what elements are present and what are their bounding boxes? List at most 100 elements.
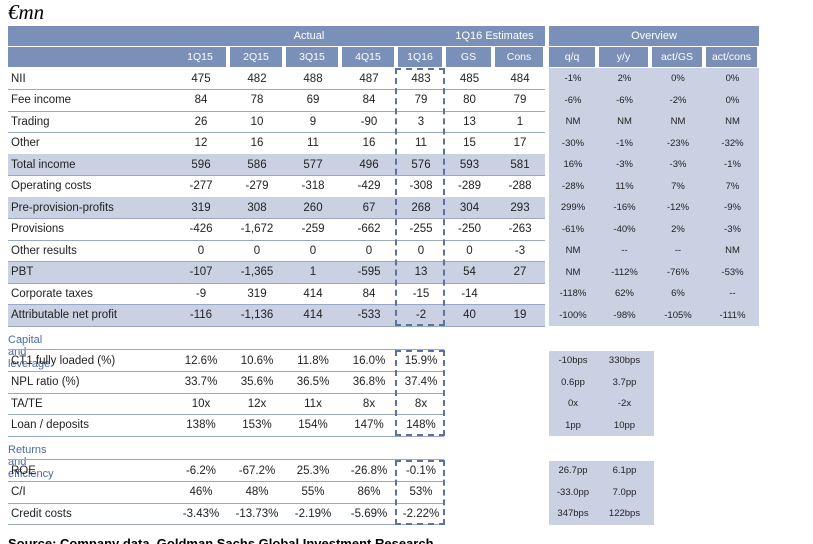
value-cell: -116 bbox=[189, 309, 213, 322]
overview-cell: NM bbox=[565, 245, 581, 257]
value-cell: 46% bbox=[189, 486, 213, 499]
row-label: TA/TE bbox=[11, 397, 43, 410]
overview-cell: -1% bbox=[564, 73, 582, 85]
overview-cell: -6% bbox=[564, 94, 582, 106]
table-row: Corporate taxes -9 319 414 84 -15 -14 bbox=[8, 283, 545, 305]
value-cell: 36.8% bbox=[352, 376, 386, 389]
row-label: Other results bbox=[11, 244, 77, 257]
value-cell: 35.6% bbox=[240, 376, 274, 389]
overview-cell: 0.6pp bbox=[561, 376, 585, 388]
value-cell: 16.0% bbox=[352, 354, 386, 367]
overview-row: 299% -16% -12% -9% bbox=[549, 197, 759, 219]
table-row: Total income 596 586 577 496 576 593 581 bbox=[8, 154, 545, 176]
value-cell: -0.1% bbox=[405, 464, 437, 477]
value-cell: 78 bbox=[250, 94, 264, 107]
value-cell: 577 bbox=[303, 158, 323, 171]
value-cell: -67.2% bbox=[238, 464, 276, 477]
value-cell: 596 bbox=[191, 158, 211, 171]
overview-cell: NM bbox=[565, 266, 581, 278]
table-row: CT1 fully loaded (%) 12.6% 10.6% 11.8% 16.0%… bbox=[8, 350, 444, 372]
overview-cell: 16% bbox=[563, 159, 583, 171]
value-cell: -9 bbox=[195, 287, 207, 300]
value-cell: 84 bbox=[362, 94, 376, 107]
value-cell: -26.8% bbox=[350, 464, 388, 477]
value-cell: 485 bbox=[459, 72, 480, 85]
row-label: Corporate taxes bbox=[11, 287, 93, 300]
value-cell: 138% bbox=[186, 419, 216, 432]
overview-row: NM -112% -76% -53% bbox=[549, 262, 759, 284]
overview-cell: 7.0pp bbox=[612, 486, 637, 498]
value-cell: -426 bbox=[189, 223, 213, 236]
overview-row: -1% 2% 0% 0% bbox=[549, 68, 759, 90]
value-cell: -288 bbox=[508, 180, 532, 193]
value-cell: 153% bbox=[242, 419, 272, 432]
value-cell: -277 bbox=[189, 180, 213, 193]
table-row: Other results 0 0 0 0 0 0 -3 bbox=[8, 240, 545, 262]
value-cell: 487 bbox=[359, 72, 379, 85]
overview-row: -10bps 330bps bbox=[549, 350, 659, 372]
row-divider bbox=[8, 175, 545, 176]
row-divider bbox=[8, 110, 545, 112]
table-row: Trading 26 10 9 -90 3 13 1 bbox=[8, 111, 545, 133]
value-cell: 414 bbox=[303, 309, 323, 322]
value-cell: 12x bbox=[247, 397, 267, 410]
value-cell: 475 bbox=[191, 72, 211, 85]
row-label: Trading bbox=[11, 115, 50, 128]
table-row: Provisions -426 -1,672 -259 -662 -255 -250 -263 bbox=[8, 219, 545, 241]
row-divider bbox=[8, 282, 545, 284]
value-cell: 79 bbox=[414, 94, 428, 107]
overview-cell: -3% bbox=[724, 223, 741, 235]
row-divider bbox=[8, 132, 545, 133]
value-cell: 482 bbox=[247, 72, 267, 85]
overview-cell: 330bps bbox=[608, 355, 641, 367]
overview-row: 1pp 10pp bbox=[549, 415, 659, 437]
table-row: PBT -107 -1,365 1 -595 13 54 27 bbox=[8, 261, 545, 283]
overview-row: -6% -6% -2% 0% bbox=[549, 90, 759, 112]
highlight-1q16-box bbox=[395, 68, 445, 326]
overview-cell: -30% bbox=[561, 137, 585, 149]
row-label: Loan / deposits bbox=[11, 419, 90, 432]
column-header-4q15: 4Q15 bbox=[342, 47, 395, 67]
value-cell: -318 bbox=[301, 180, 325, 193]
value-cell: 0 bbox=[365, 244, 373, 257]
overview-cell: -98% bbox=[613, 309, 636, 321]
overview-cell: -2x bbox=[617, 398, 632, 410]
overview-cell: -6% bbox=[616, 94, 633, 106]
value-cell: -429 bbox=[357, 180, 381, 193]
header-column-row: 1Q15 2Q15 3Q15 4Q15 1Q16 GS Cons q/q y/y act/GS ac… bbox=[8, 47, 760, 67]
header-label-blank bbox=[8, 26, 174, 46]
value-cell: 0 bbox=[466, 244, 473, 257]
column-header-act-gs: act/GS bbox=[652, 47, 703, 67]
overview-cell: -111% bbox=[719, 309, 746, 321]
value-cell: -250 bbox=[457, 223, 482, 236]
overview-cell: -105% bbox=[664, 309, 692, 321]
row-label: Other bbox=[11, 137, 40, 150]
overview-cell: 0% bbox=[725, 73, 740, 85]
value-cell: -1,672 bbox=[240, 223, 274, 236]
row-label: NII bbox=[11, 72, 26, 85]
value-cell: 8x bbox=[362, 397, 376, 410]
overview-row: -118% 62% 6% -- bbox=[549, 283, 759, 305]
value-cell: 15 bbox=[463, 137, 476, 150]
value-cell: -90 bbox=[360, 115, 378, 128]
row-divider bbox=[8, 435, 444, 437]
value-cell: 48% bbox=[245, 486, 269, 499]
row-label: CT1 fully loaded (%) bbox=[11, 354, 116, 367]
overview-cell: -12% bbox=[666, 202, 690, 214]
overview-cell: NM bbox=[725, 245, 740, 257]
row-label: Credit costs bbox=[11, 507, 72, 520]
value-cell: 496 bbox=[359, 158, 379, 171]
row-label: Operating costs bbox=[11, 180, 92, 193]
value-cell: 16 bbox=[362, 137, 376, 150]
value-cell: 308 bbox=[247, 201, 267, 214]
row-divider bbox=[8, 502, 444, 504]
overview-cell: -- bbox=[621, 245, 628, 257]
value-cell: -1,136 bbox=[240, 309, 274, 322]
overview-cell: -76% bbox=[666, 266, 690, 278]
table-row: Loan / deposits 138% 153% 154% 147% 148% bbox=[8, 415, 444, 437]
row-label: Total income bbox=[11, 158, 76, 171]
overview-cell: -32% bbox=[721, 137, 744, 149]
value-cell: -3 bbox=[514, 244, 526, 257]
value-cell: 13 bbox=[463, 115, 476, 128]
value-cell: 11x bbox=[304, 397, 322, 410]
